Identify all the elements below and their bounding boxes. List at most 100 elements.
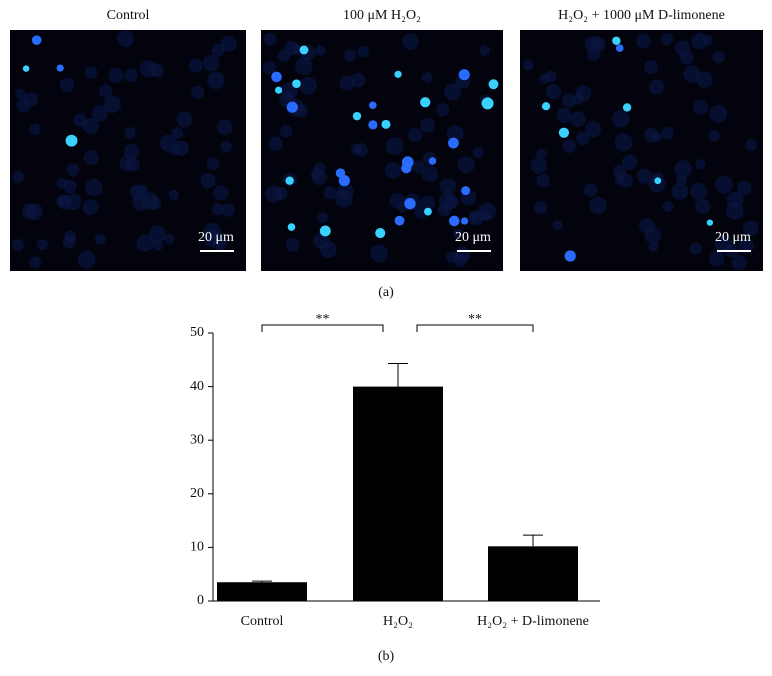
cell — [211, 203, 224, 216]
cell — [277, 49, 291, 63]
cell — [522, 60, 534, 71]
bright-cell — [488, 79, 499, 90]
cell — [77, 250, 96, 269]
bright-cell — [448, 215, 460, 227]
cell — [421, 165, 439, 182]
cell — [12, 170, 25, 183]
scale-bar-label: 20 μm — [715, 230, 751, 245]
cell — [530, 157, 547, 174]
y-tick-label: 20 — [190, 486, 204, 501]
cell — [534, 201, 548, 215]
x-tick-label: Control — [241, 614, 284, 629]
bright-cell — [31, 35, 42, 45]
cell — [649, 79, 665, 95]
bright-cell — [481, 97, 494, 110]
cell — [731, 255, 747, 271]
y-tick-label: 30 — [190, 432, 204, 447]
cell — [643, 60, 658, 74]
cell — [94, 233, 106, 245]
cell — [148, 225, 166, 243]
cell — [299, 76, 317, 95]
significance-bracket — [416, 324, 534, 332]
panel-label: (b) — [378, 649, 395, 664]
cell — [407, 127, 423, 143]
cell — [435, 102, 450, 117]
bright-cell — [394, 70, 402, 78]
significance-bracket — [261, 324, 384, 332]
bright-cell — [558, 127, 570, 138]
cell — [689, 182, 707, 200]
cell — [311, 169, 327, 186]
bright-cell — [404, 197, 416, 210]
cell — [576, 131, 590, 146]
cell — [317, 212, 329, 224]
cell — [622, 154, 638, 170]
cell — [661, 126, 674, 140]
cell — [295, 57, 313, 75]
cell — [675, 174, 688, 186]
cell — [478, 202, 496, 221]
cell — [141, 192, 159, 210]
cell — [274, 186, 288, 201]
cell — [714, 175, 733, 194]
cell — [575, 85, 592, 102]
cell — [16, 98, 31, 113]
cell — [315, 45, 326, 56]
cell — [263, 32, 277, 47]
significance-label: ** — [468, 312, 482, 327]
cell — [648, 241, 659, 252]
cell — [191, 85, 205, 99]
bright-cell — [460, 217, 469, 225]
cell — [738, 237, 754, 254]
cell — [695, 198, 711, 215]
cell — [420, 195, 436, 211]
bright-cell — [299, 45, 309, 55]
cell — [139, 60, 158, 78]
cell — [125, 157, 140, 172]
cell — [453, 253, 467, 268]
cell — [350, 143, 362, 155]
panel-label: (a) — [378, 285, 394, 300]
cell — [292, 44, 303, 55]
cell — [737, 180, 752, 196]
cell — [285, 237, 300, 252]
cell — [200, 173, 216, 189]
cell — [176, 111, 193, 128]
cell — [11, 239, 25, 252]
bright-cell — [369, 101, 377, 110]
cell — [452, 228, 464, 239]
cell — [709, 104, 728, 123]
cell — [585, 121, 602, 138]
cell — [446, 125, 464, 143]
y-tick-label: 50 — [190, 325, 204, 340]
bright-cell — [56, 64, 64, 72]
cell — [59, 77, 75, 93]
cell — [583, 183, 598, 197]
cell — [695, 159, 706, 170]
cell — [726, 191, 744, 209]
cell — [742, 220, 759, 236]
cell — [745, 139, 758, 152]
cell — [164, 233, 175, 245]
cell — [153, 240, 164, 251]
cell — [714, 235, 733, 253]
bright-cell — [420, 97, 431, 108]
cell — [614, 133, 633, 152]
cell — [319, 241, 337, 259]
bar — [217, 582, 307, 601]
bright-cell — [352, 111, 362, 121]
cell — [168, 189, 179, 201]
cell — [85, 178, 103, 197]
y-tick-label: 10 — [190, 540, 204, 555]
bright-cell — [458, 69, 470, 81]
bright-cell — [319, 225, 331, 237]
cell — [556, 107, 573, 124]
cell — [124, 68, 138, 82]
scale-bar-label: 20 μm — [198, 230, 234, 245]
cell — [103, 95, 122, 114]
cell — [63, 179, 77, 194]
cell — [29, 123, 41, 136]
cell — [221, 203, 235, 217]
y-tick-label: 0 — [197, 593, 204, 608]
